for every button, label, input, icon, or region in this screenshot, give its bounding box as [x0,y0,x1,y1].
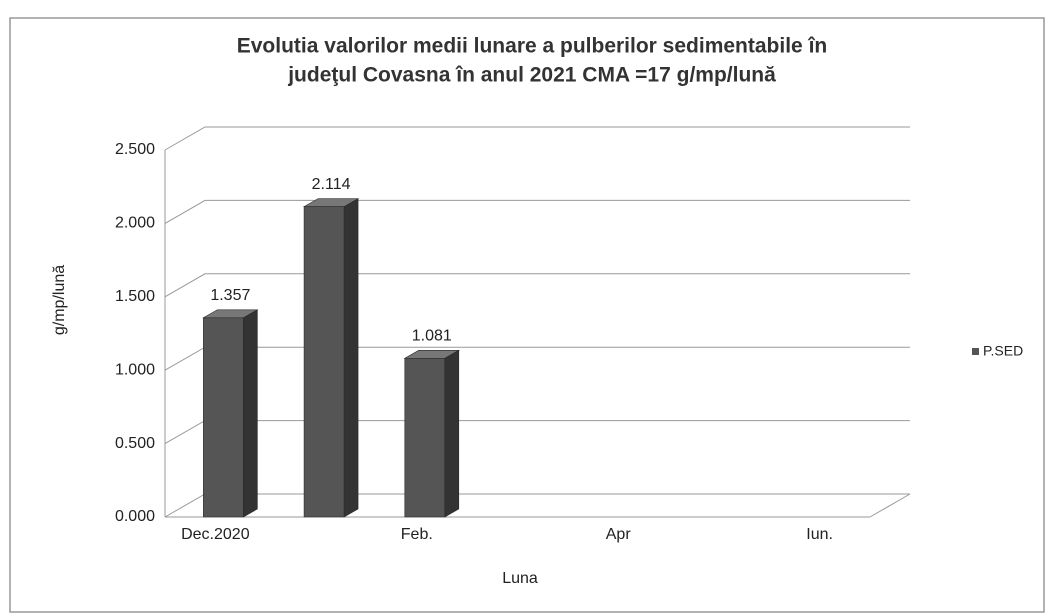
bar-side [243,309,258,518]
y-tick-label: 1.500 [115,288,155,305]
y-axis-label: g/mp/lună [51,265,68,335]
bar-front [203,317,244,518]
y-tick-label: 2.000 [115,215,155,232]
x-tick-label: Feb. [401,526,433,543]
grid-line [164,199,910,224]
bar-side [343,198,359,518]
y-tick-label: 2.500 [115,141,155,158]
x-tick-label: Dec.2020 [181,526,250,543]
bar-front [303,206,345,518]
bar [403,349,460,518]
y-tick-label: 0.000 [115,508,155,525]
y-tick-label: 1.000 [115,361,155,378]
bar [202,309,259,518]
axis-line [869,493,911,518]
grid-line [164,126,910,151]
chart-frame [9,17,1045,613]
bar-front [404,358,446,518]
chart-title: judeţul Covasna în anul 2021 CMA =17 g/m… [287,64,776,87]
y-tick-label: 0.500 [115,435,155,452]
value-label: 2.114 [312,176,351,193]
bar [302,198,360,518]
grid-line [164,273,910,298]
legend-marker [972,348,979,355]
x-tick-label: Apr [606,526,632,543]
value-label: 1.357 [210,287,250,304]
x-axis-label: Luna [502,570,538,587]
chart-title: Evolutia valorilor medii lunare a pulber… [237,35,827,58]
bar-side [444,349,460,518]
legend-label: P.SED [983,343,1023,359]
value-label: 1.081 [412,328,452,345]
x-tick-label: Iun. [806,526,833,543]
